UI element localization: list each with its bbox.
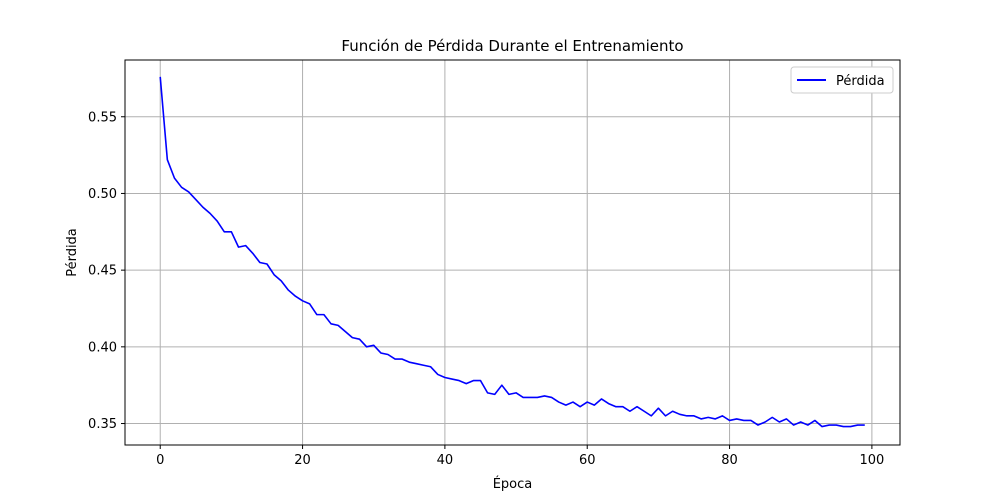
y-tick-label: 0.45: [88, 264, 117, 279]
x-tick-label: 0: [156, 453, 164, 468]
legend-label-perdida: Pérdida: [836, 74, 885, 89]
x-tick-label: 40: [437, 453, 454, 468]
y-tick-label: 0.50: [88, 187, 117, 202]
series-line-perdida: [159, 76, 865, 428]
x-tick-label: 80: [721, 453, 738, 468]
x-tick-label: 100: [859, 453, 884, 468]
x-tick-label: 20: [294, 453, 311, 468]
series-layer: [159, 76, 865, 428]
x-tick-label: 60: [579, 453, 596, 468]
plot-area-frame: [124, 59, 901, 446]
y-tick-label: 0.35: [88, 417, 117, 432]
chart-title: Función de Pérdida Durante el Entrenamie…: [341, 37, 683, 55]
y-axis-label: Pérdida: [65, 228, 80, 277]
legend: Pérdida: [790, 66, 894, 94]
legend-box: [790, 66, 894, 94]
grid: [125, 60, 900, 445]
ticks: 0 20 40 60 80 100 0.35 0.40 0.45 0.50 0.55: [88, 110, 884, 468]
y-tick-label: 0.40: [88, 340, 117, 355]
y-tick-label: 0.55: [88, 110, 117, 125]
x-axis-label: Época: [493, 476, 533, 492]
